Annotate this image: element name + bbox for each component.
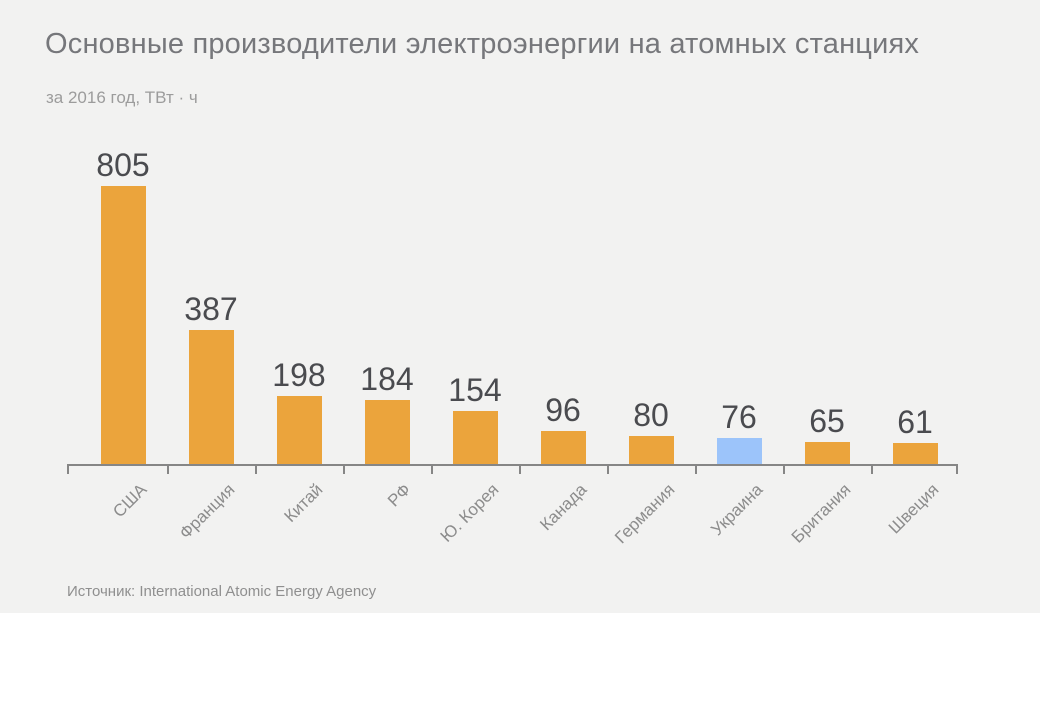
axis-end-tick [956,466,958,474]
x-axis-label: Украина [707,480,767,540]
x-axis-labels: США Франция Китай РФ Ю. Корея Канада Германия У… [67,466,958,586]
x-axis-label: Канада [536,480,591,535]
bar-value-label: 80 [633,397,669,433]
bar-Франция [188,330,234,464]
bar-value-label: 96 [545,392,581,428]
source-note: Источник: International Atomic Energy Ag… [67,583,377,600]
axis-tick [431,466,433,474]
bar-value-label: 184 [360,361,414,397]
chart-subtitle: за 2016 год, ТВт · ч [46,88,198,107]
bar-Канада [540,431,586,464]
x-axis-label: Ю. Корея [436,480,503,546]
bar-Китай [276,396,322,464]
bar-value-label: 387 [184,291,238,327]
axis-tick [783,466,785,474]
axis-tick [695,466,697,474]
bar-Германия [628,436,674,464]
axis-tick [871,466,873,474]
axis-tick [519,466,521,474]
axis-end-tick [67,466,69,474]
bar-Ю. Корея [452,411,498,464]
axis-tick [255,466,257,474]
sponsor-footer: D.TEK HENRY-BLEYZER Energy Resources AEQ… [0,613,1040,720]
x-axis-label: Швеция [884,480,943,538]
page-title: Основные производители электроэнергии на… [45,28,920,60]
bar-value-label: 61 [897,404,933,440]
bar-Британия [804,442,850,464]
x-axis-label: Германия [611,480,679,548]
axis-tick [607,466,609,474]
bar-Швеция [892,443,938,464]
x-axis-label: Британия [787,480,855,547]
x-axis-label: РФ [383,480,415,511]
bar-РФ [364,400,410,464]
bar-value-label: 805 [96,147,150,183]
x-axis-label: Китай [280,480,327,526]
bar-США [100,186,146,464]
bar-value-label: 154 [448,372,502,408]
axis-tick [343,466,345,474]
bar-chart: 805 387 198 184 154 96 80 76 65 61 [67,147,958,474]
bar-Украина [716,438,762,464]
axis-tick [167,466,169,474]
bar-value-label: 76 [721,399,757,435]
bar-value-label: 198 [272,357,326,393]
x-axis-label: США [109,480,151,522]
x-axis-label: Франция [175,480,239,543]
bar-value-label: 65 [809,403,845,439]
